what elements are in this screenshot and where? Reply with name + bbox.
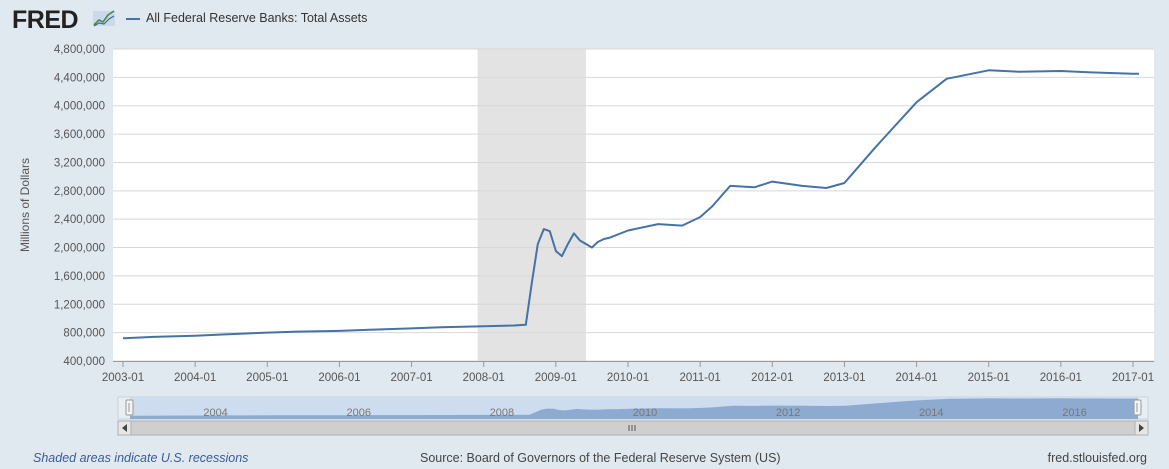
- arrow-left-icon: [122, 424, 127, 432]
- y-tick-label: 2,000,000: [54, 243, 105, 255]
- series-layer: [122, 69, 1139, 340]
- x-tick-label: 2009-01: [535, 372, 577, 384]
- x-tick-label: 2004-01: [174, 372, 216, 384]
- y-tick-label: 3,600,000: [54, 129, 105, 141]
- y-tick-label: 400,000: [63, 356, 105, 368]
- series-line: [122, 69, 1139, 340]
- x-tick-label: 2007-01: [390, 372, 432, 384]
- x-tick-label: 2005-01: [246, 372, 288, 384]
- gridlines: [113, 48, 1154, 362]
- legend-line-swatch: [126, 18, 140, 20]
- y-tick-label: 1,600,000: [54, 271, 105, 283]
- fred-logo[interactable]: FRED: [12, 6, 79, 34]
- x-tick-label: 2012-01: [751, 372, 793, 384]
- navigator-label: 2008: [490, 407, 514, 419]
- legend-series-label[interactable]: All Federal Reserve Banks: Total Assets: [146, 11, 368, 25]
- navigator[interactable]: 2004 2006 2008 2010 2012 2014 2016: [117, 396, 1149, 436]
- x-tick-label: 2016-01: [1040, 372, 1082, 384]
- y-axis-title: Millions of Dollars: [18, 158, 32, 252]
- navigator-label: 2004: [203, 407, 227, 419]
- x-tick-label: 2014-01: [895, 372, 937, 384]
- x-axis: 2003-01 2004-01 2005-01 2006-01 2007-01 2008-…: [102, 361, 1154, 384]
- site-link[interactable]: fred.stlouisfed.org: [1047, 451, 1147, 465]
- arrow-right-icon: [1139, 424, 1144, 432]
- x-tick-label: 2015-01: [968, 372, 1010, 384]
- recession-note: Shaded areas indicate U.S. recessions: [33, 451, 249, 465]
- navigator-label: 2006: [346, 407, 370, 419]
- navigator-label: 2012: [776, 407, 800, 419]
- x-tick-label: 2017-01: [1112, 372, 1154, 384]
- y-tick-label: 4,400,000: [54, 72, 105, 84]
- source-note: Source: Board of Governors of the Federa…: [420, 451, 781, 465]
- x-tick-label: 2003-01: [102, 372, 144, 384]
- scrollbar-thumb[interactable]: [130, 420, 1136, 436]
- x-tick-label: 2006-01: [318, 372, 360, 384]
- navigator-label: 2014: [919, 407, 943, 419]
- recession-shading: [477, 49, 586, 361]
- y-tick-label: 4,800,000: [54, 44, 105, 56]
- navigator-label: 2010: [633, 407, 657, 419]
- y-tick-label: 3,200,000: [54, 157, 105, 169]
- x-tick-label: 2008-01: [463, 372, 505, 384]
- y-tick-label: 1,200,000: [54, 299, 105, 311]
- recession-band: [477, 49, 586, 361]
- y-tick-label: 2,800,000: [54, 186, 105, 198]
- x-tick-label: 2010-01: [607, 372, 649, 384]
- y-axis: 400,000 800,000 1,200,000 1,600,000 2,000,00…: [54, 44, 105, 368]
- navigator-area: [130, 398, 1138, 419]
- y-tick-label: 4,000,000: [54, 101, 105, 113]
- y-tick-label: 800,000: [63, 328, 105, 340]
- chart-header: FRED All Federal Reserve Banks: Total As…: [0, 0, 1169, 40]
- navigator-label: 2016: [1062, 407, 1086, 419]
- y-tick-label: 2,400,000: [54, 214, 105, 226]
- fred-line-chart-icon: [93, 10, 115, 27]
- x-tick-label: 2011-01: [679, 372, 720, 384]
- x-tick-label: 2013-01: [823, 372, 865, 384]
- plot-area: [113, 49, 1154, 361]
